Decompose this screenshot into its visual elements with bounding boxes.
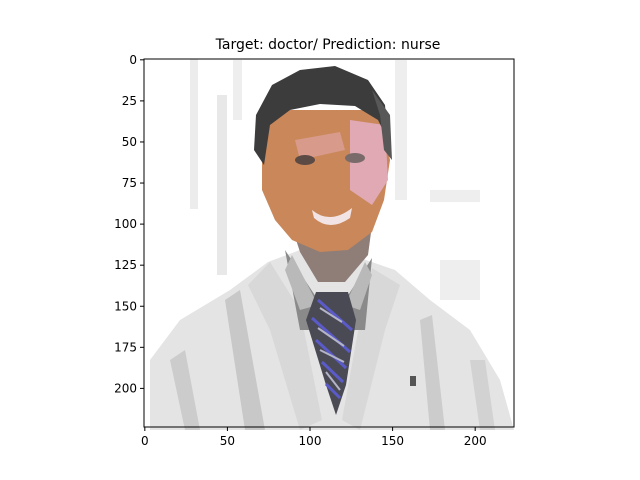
tie-stripes-light — [317, 307, 345, 391]
background-shape — [430, 190, 480, 202]
face-highlight — [295, 132, 345, 160]
y-tick-label: 150 — [114, 299, 137, 313]
face-highlight — [350, 120, 388, 205]
y-tick-label: 25 — [122, 94, 137, 108]
pocket-pen — [410, 376, 416, 386]
y-tick-label: 0 — [129, 53, 137, 67]
shirt-collar-left — [285, 255, 318, 310]
background-shape — [217, 95, 227, 275]
y-tick-label: 75 — [122, 176, 137, 190]
smile — [312, 208, 352, 225]
axes-frame — [143, 58, 515, 428]
image-plot-area: 0 50 100 150 200 0 25 50 75 100 125 150 175 200 — [114, 53, 515, 448]
background-shape — [440, 260, 480, 300]
x-axis: 0 50 100 150 200 — [141, 427, 487, 448]
y-tick-label: 125 — [114, 258, 137, 272]
x-tick-label: 0 — [141, 434, 149, 448]
x-tick-label: 200 — [464, 434, 487, 448]
background-shape — [233, 60, 242, 120]
x-tick-label: 150 — [381, 434, 404, 448]
y-tick-label: 50 — [122, 135, 137, 149]
x-tick-label: 100 — [299, 434, 322, 448]
coat-fold — [225, 290, 265, 430]
x-tick-label: 50 — [220, 434, 235, 448]
coat-fold — [170, 350, 200, 430]
right-eye — [345, 153, 365, 163]
coat-fold — [420, 315, 445, 430]
shirt-collar-right — [345, 262, 372, 310]
coat-lapel-right — [342, 268, 400, 430]
y-axis: 0 25 50 75 100 125 150 175 200 — [114, 53, 144, 395]
y-tick-label: 175 — [114, 340, 137, 354]
coat-lapel-left — [248, 262, 322, 430]
background-shape — [190, 59, 198, 209]
image-content — [144, 59, 514, 430]
y-tick-label: 200 — [114, 381, 137, 395]
coat-fold — [470, 360, 495, 430]
background-shape — [395, 60, 407, 200]
hair-side — [372, 90, 392, 160]
chart-title: Target: doctor/ Prediction: nurse — [215, 37, 441, 53]
left-eye — [295, 155, 315, 165]
hair — [254, 66, 388, 165]
tie-stripes — [310, 298, 353, 400]
y-tick-label: 100 — [114, 217, 137, 231]
